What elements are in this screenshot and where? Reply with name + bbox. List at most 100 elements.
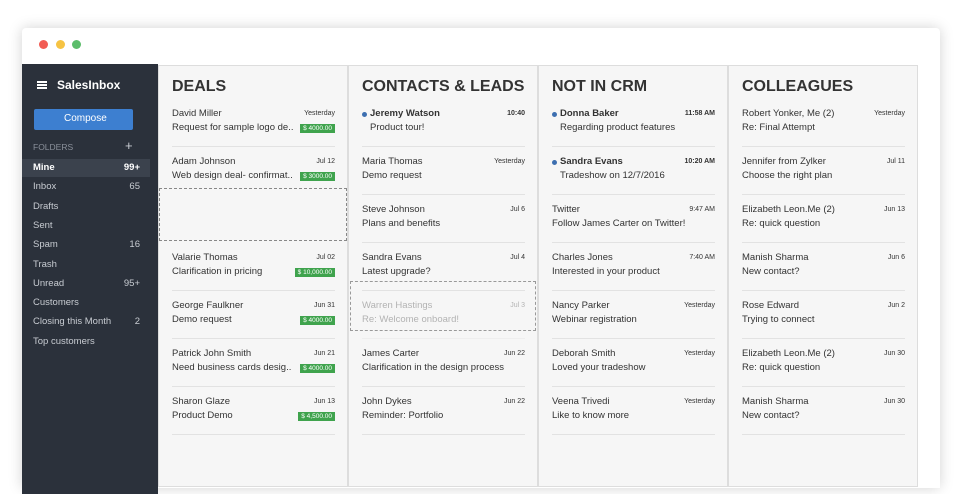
date: Jul 02 (316, 254, 335, 261)
card[interactable]: Sandra Evans Jul 4 Latest upgrade? (349, 250, 537, 298)
sender: James Carter (362, 348, 420, 359)
card[interactable]: Nancy Parker Yesterday Webinar registratio… (539, 298, 727, 346)
separator (742, 434, 905, 435)
card[interactable]: Sandra Evans 10:20 AM Tradeshow on 12/7/20… (539, 154, 727, 202)
folder-item[interactable]: Mine 99+ (22, 159, 150, 177)
date: Jun 6 (887, 254, 905, 261)
folder-item[interactable]: Trash (22, 256, 150, 274)
card[interactable]: Warren Hastings Jul 3 Re: Welcome onboard! (349, 298, 537, 346)
folder-item[interactable]: Inbox 65 (22, 178, 150, 196)
deal-amount: $ 4,500.00 (298, 412, 335, 421)
subject: Plans and benefits (362, 218, 441, 229)
date: Jun 30 (883, 350, 905, 357)
card[interactable]: Manish Sharma Jun 30 New contact? (729, 394, 917, 442)
sender: John Dykes (362, 396, 412, 407)
card[interactable]: Charles Jones 7:40 AM Interested in your p… (539, 250, 727, 298)
subject: New contact? (742, 410, 800, 421)
deal-amount: $ 3000.00 (300, 172, 335, 181)
folder-item[interactable]: Drafts (22, 198, 150, 216)
sender: Patrick John Smith (172, 348, 252, 359)
subject: Tradeshow on 12/7/2016 (560, 170, 665, 181)
card[interactable]: Elizabeth Leon.Me (2) Jun 30 Re: quick que… (729, 346, 917, 394)
card[interactable]: Manish Sharma Jun 6 New contact? (729, 250, 917, 298)
sender: George Faulkner (172, 300, 244, 311)
minimize-dot[interactable] (56, 40, 65, 49)
deal-amount: $ 4000.00 (300, 316, 335, 325)
date: Jun 30 (883, 398, 905, 405)
close-dot[interactable] (39, 40, 48, 49)
separator (552, 146, 715, 147)
sender: Jennifer from Zylker (742, 156, 826, 167)
folder-item[interactable]: Closing this Month 2 (22, 313, 150, 331)
subject: Re: quick question (742, 218, 821, 229)
card[interactable]: James Carter Jun 22 Clarification in the d… (349, 346, 537, 394)
subject: Follow James Carter on Twitter! (552, 218, 686, 229)
column-title: NOT IN CRM (552, 78, 648, 95)
card[interactable]: Robert Yonker, Me (2) Yesterday Re: Final … (729, 106, 917, 154)
separator (742, 290, 905, 291)
separator (172, 434, 335, 435)
compose-button[interactable] (34, 109, 133, 130)
date: Jun 31 (313, 302, 335, 309)
folder-item[interactable]: Sent (22, 217, 150, 235)
card[interactable]: David Miller Yesterday Request for sample … (159, 106, 347, 154)
date: Yesterday (304, 110, 335, 117)
card[interactable]: Jennifer from Zylker Jul 11 Choose the rig… (729, 154, 917, 202)
subject: Product tour! (370, 122, 425, 133)
card[interactable]: Rose Edward Jun 2 Trying to connect (729, 298, 917, 346)
card[interactable]: Patrick John Smith Jun 21 Need business ca… (159, 346, 347, 394)
card[interactable]: Maria Thomas Yesterday Demo request (349, 154, 537, 202)
sender: Manish Sharma (742, 252, 809, 263)
date: Jun 13 (883, 206, 905, 213)
add-folder[interactable]: + (125, 138, 133, 153)
separator (742, 386, 905, 387)
card[interactable]: George Faulkner Jun 31 Demo request $ 4000.… (159, 298, 347, 346)
folder-count: 65 (129, 181, 140, 193)
separator (552, 386, 715, 387)
app-window: SalesInbox Compose FOLDERS + Mine 99+ Inbo… (22, 28, 940, 494)
folder-item[interactable]: Unread 95+ (22, 275, 150, 293)
subject: Demo request (362, 170, 422, 181)
card[interactable]: Jeremy Watson 10:40 Product tour! (349, 106, 537, 154)
subject: Trying to connect (742, 314, 815, 325)
separator (362, 146, 525, 147)
folder-name: Top customers (33, 335, 95, 347)
subject: Interested in your product (552, 266, 660, 277)
page: SalesInbox Compose FOLDERS + Mine 99+ Inbo… (22, 40, 940, 494)
card[interactable]: Steve Johnson Jul 6 Plans and benefits (349, 202, 537, 250)
column-title: CONTACTS & LEADS (362, 78, 525, 95)
separator (742, 242, 905, 243)
date: 7:40 AM (689, 254, 715, 261)
folder-name: Unread (33, 277, 65, 289)
separator (172, 290, 335, 291)
card[interactable]: Veena Trivedi Yesterday Like to know more (539, 394, 727, 442)
card[interactable]: John Dykes Jun 22 Reminder: Portfolio (349, 394, 537, 442)
sender: Sandra Evans (362, 252, 422, 263)
date: Yesterday (494, 158, 525, 165)
folder-item[interactable]: Customers (22, 294, 150, 312)
folder-count: 16 (129, 239, 140, 251)
folder-name: Trash (33, 258, 57, 270)
card[interactable]: Elizabeth Leon.Me (2) Jun 13 Re: quick que… (729, 202, 917, 250)
zoom-dot[interactable] (72, 40, 81, 49)
card[interactable]: Donna Baker 11:58 AM Regarding product fea… (539, 106, 727, 154)
card[interactable]: Deborah Smith Yesterday Loved your tradesh… (539, 346, 727, 394)
separator (362, 290, 525, 291)
folder-item[interactable]: Top customers (22, 333, 150, 351)
column-title: COLLEAGUES (742, 78, 854, 95)
card[interactable]: Valarie Thomas Jul 02 Clarification in pri… (159, 250, 347, 298)
subject: Reminder: Portfolio (362, 410, 444, 421)
subject: Clarification in pricing (172, 266, 263, 277)
card[interactable]: Sharon Glaze Jun 13 Product Demo $ 4,500.00 (159, 394, 347, 442)
folder-name: Closing this Month (33, 316, 112, 328)
folder-item[interactable]: Spam 16 (22, 236, 150, 254)
card[interactable]: Twitter 9:47 AM Follow James Carter on Twi… (539, 202, 727, 250)
separator (362, 242, 525, 243)
card[interactable]: Adam Johnson Jul 12 Web design deal- confi… (159, 154, 347, 202)
menu-icon[interactable] (37, 81, 47, 83)
date: Jul 6 (510, 206, 525, 213)
sidebar: SalesInbox Compose FOLDERS + Mine 99+ Inbo… (22, 64, 158, 494)
separator (552, 290, 715, 291)
subject: Regarding product features (560, 122, 676, 133)
separator (362, 194, 525, 195)
